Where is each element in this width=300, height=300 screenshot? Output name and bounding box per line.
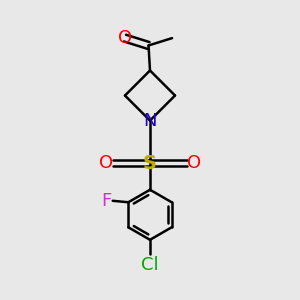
Text: O: O [118, 29, 132, 47]
Text: O: O [99, 154, 113, 172]
Text: F: F [101, 192, 111, 210]
Text: S: S [143, 154, 157, 173]
Text: O: O [187, 154, 201, 172]
Text: N: N [143, 112, 157, 130]
Text: Cl: Cl [141, 256, 159, 274]
